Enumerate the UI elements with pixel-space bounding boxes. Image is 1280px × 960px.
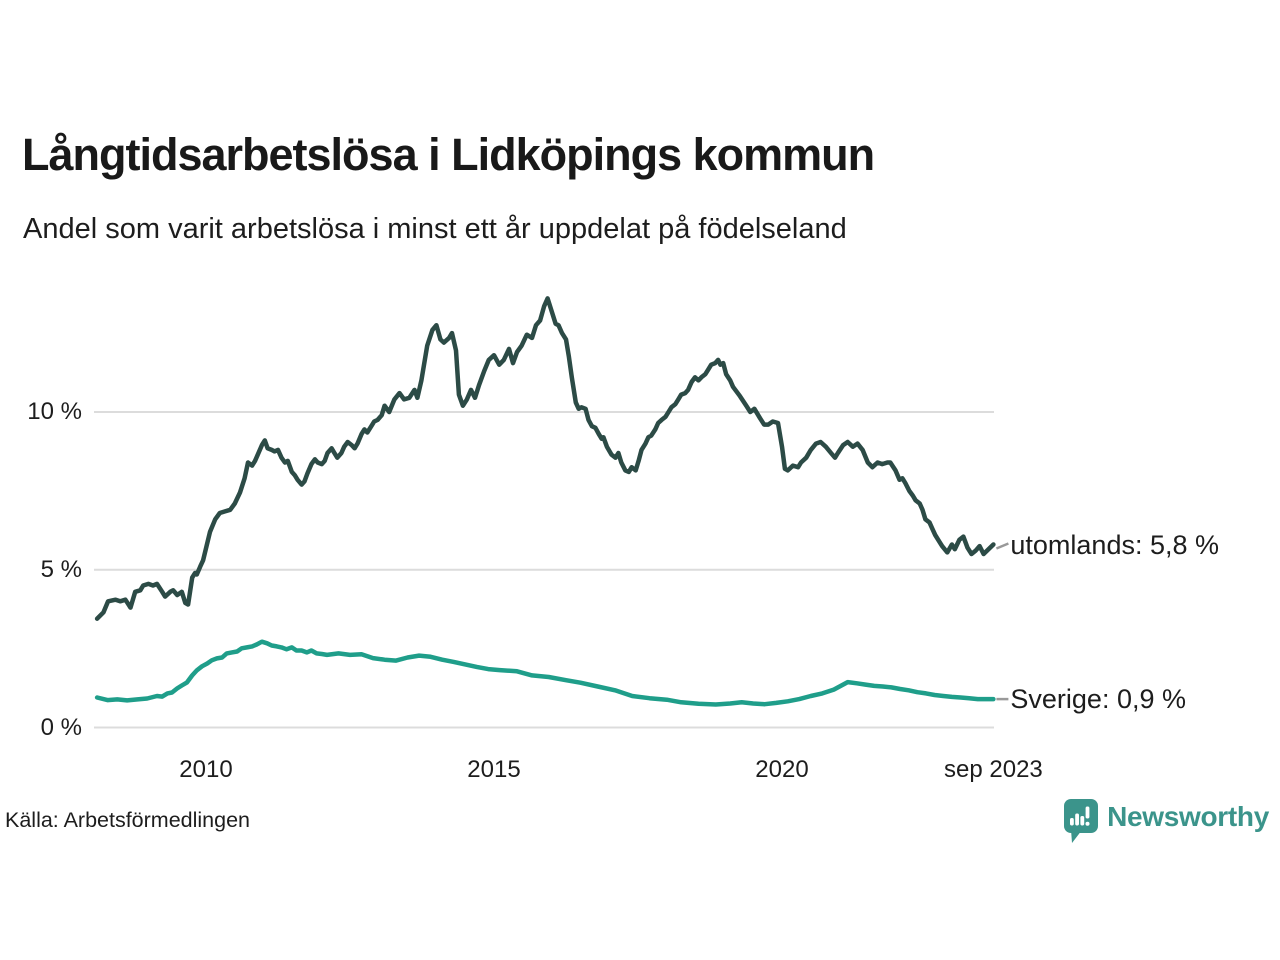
x-axis-tick-2020: 2020 [755, 756, 809, 783]
series-label-sverige: Sverige: 0,9 % [1010, 684, 1186, 715]
line-chart: 0 % 5 % 10 % 2010 2015 2020 sep 2023 uto… [27, 296, 1220, 783]
leader-dash-utomlands [995, 542, 1009, 550]
newsworthy-logo-text: Newsworthy [1107, 801, 1269, 832]
page-title: Långtidsarbetslösa i Lidköpings kommun [22, 129, 875, 180]
x-axis-tick-2010: 2010 [179, 756, 233, 783]
y-axis-tick-10: 10 % [27, 398, 82, 425]
newsworthy-logo: Newsworthy [1064, 799, 1269, 845]
series-label-utomlands: utomlands: 5,8 % [1010, 529, 1220, 560]
chart-canvas [94, 296, 1009, 729]
y-axis-tick-0: 0 % [40, 713, 82, 741]
line-sverige [94, 639, 996, 707]
source-note: Källa: Arbetsförmedlingen [5, 808, 251, 832]
page-subtitle: Andel som varit arbetslösa i minst ett å… [23, 213, 847, 245]
x-axis-tick-2015: 2015 [467, 756, 521, 783]
y-axis-tick-5: 5 % [40, 555, 82, 583]
newsworthy-logo-icon [1064, 799, 1099, 843]
line-utomlands [94, 296, 996, 621]
x-axis-tick-sep-2023: sep 2023 [944, 756, 1043, 783]
